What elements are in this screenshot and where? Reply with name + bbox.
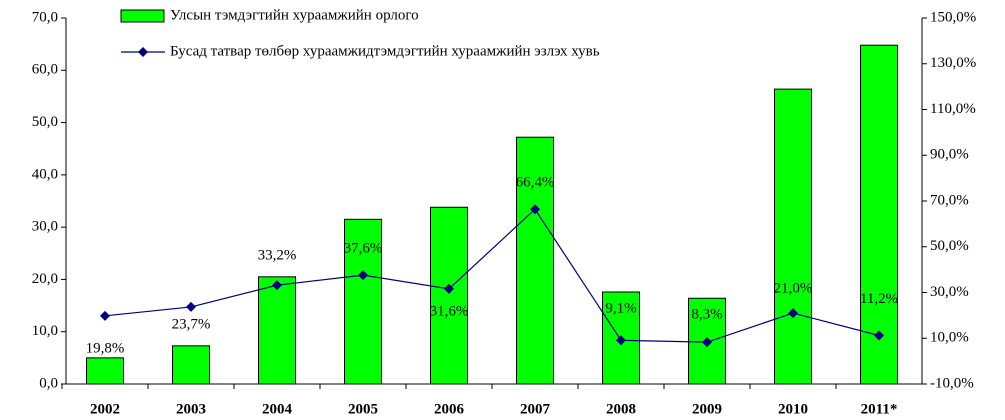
- legend-label: Бусад татвар төлбөр хураамжидтэмдэгтийн …: [170, 43, 600, 59]
- x-tick-label: 2007: [520, 401, 551, 417]
- data-label: 33,2%: [258, 248, 297, 264]
- marker: [874, 330, 884, 341]
- data-label: 31,6%: [430, 303, 469, 319]
- marker: [358, 270, 368, 281]
- y2-tick-label: 10,0%: [930, 330, 969, 346]
- y-tick-label: 60,0: [32, 62, 58, 78]
- marker: [530, 204, 540, 215]
- y-tick-label: 30,0: [32, 219, 58, 235]
- bar: [430, 206, 468, 385]
- data-label: 11,2%: [860, 291, 898, 307]
- marker: [616, 335, 626, 346]
- x-tick-label: 2004: [262, 401, 293, 417]
- y-tick-label: 10,0: [32, 323, 58, 339]
- marker: [788, 308, 798, 319]
- data-label: 19,8%: [86, 340, 125, 356]
- x-tick-label: 2008: [606, 401, 636, 417]
- x-tick-label: 2002: [90, 401, 120, 417]
- x-tick-label: 2010: [778, 401, 808, 417]
- y2-tick-label: 150,0%: [930, 9, 976, 25]
- marker: [100, 310, 110, 321]
- y2-tick-label: 70,0%: [930, 192, 969, 208]
- x-tick-label: 2009: [692, 401, 722, 417]
- y-tick-label: 40,0: [32, 166, 58, 182]
- bar: [86, 357, 124, 385]
- x-tick-label: 2011*: [861, 401, 898, 417]
- bar: [774, 88, 812, 385]
- data-label: 37,6%: [344, 241, 383, 257]
- x-tick-label: 2005: [348, 401, 378, 417]
- marker: [702, 337, 712, 348]
- legend-swatch: [120, 9, 165, 23]
- bar: [516, 136, 554, 385]
- y2-tick-label: 130,0%: [930, 55, 976, 71]
- y-tick-label: 70,0: [32, 9, 58, 25]
- data-label: 8,3%: [691, 307, 722, 323]
- marker: [186, 301, 196, 312]
- y2-tick-label: 50,0%: [930, 238, 969, 254]
- y-tick-label: 0,0: [39, 375, 58, 391]
- y2-tick-label: 110,0%: [930, 101, 976, 117]
- legend-marker: [138, 47, 148, 57]
- y2-tick-label: -10,0%: [930, 375, 974, 391]
- y2-tick-label: 90,0%: [930, 147, 969, 163]
- bar: [258, 276, 296, 385]
- line: [104, 208, 880, 343]
- y-tick-label: 50,0: [32, 114, 58, 130]
- marker: [272, 280, 282, 291]
- bar: [172, 345, 210, 385]
- data-label: 23,7%: [172, 316, 211, 332]
- x-tick-label: 2003: [176, 401, 206, 417]
- x-tick-label: 2006: [434, 401, 465, 417]
- data-label: 9,1%: [605, 301, 636, 317]
- bar: [344, 218, 382, 385]
- legend-label: Улсын тэмдэгтийн хураамжийн орлого: [170, 7, 419, 23]
- data-label: 66,4%: [516, 175, 555, 191]
- marker: [444, 283, 454, 294]
- y-tick-label: 20,0: [32, 271, 58, 287]
- bar: [860, 44, 898, 385]
- data-label: 21,0%: [774, 281, 813, 297]
- y2-tick-label: 30,0%: [930, 284, 969, 300]
